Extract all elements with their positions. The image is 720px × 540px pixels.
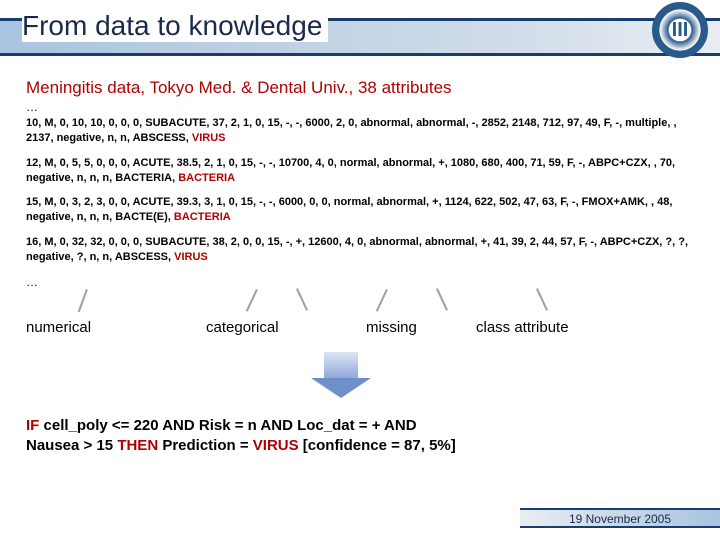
tick-line bbox=[246, 289, 258, 312]
data-row: 15, M, 0, 3, 2, 3, 0, 0, ACUTE, 39.3, 3,… bbox=[26, 195, 694, 225]
data-row: 12, M, 0, 5, 5, 0, 0, 0, ACUTE, 38.5, 2,… bbox=[26, 156, 694, 186]
rule-text: IF cell_poly <= 220 AND Risk = n AND Loc… bbox=[26, 416, 694, 457]
tick-line bbox=[78, 289, 88, 312]
row-highlight: VIRUS bbox=[174, 251, 208, 263]
ellipsis-bottom: … bbox=[26, 275, 694, 289]
arrow-down-icon bbox=[310, 352, 372, 398]
logo-icon: III bbox=[652, 2, 708, 58]
rule-body1: cell_poly <= 220 AND Risk = n AND Loc_da… bbox=[39, 417, 416, 434]
header: From data to knowledge III bbox=[0, 0, 720, 62]
legend-missing: missing bbox=[366, 319, 417, 336]
row-text: 15, M, 0, 3, 2, 3, 0, 0, ACUTE, 39.3, 3,… bbox=[26, 196, 672, 223]
rule-value: VIRUS bbox=[253, 437, 299, 454]
ellipsis-top: … bbox=[26, 100, 694, 114]
row-text: 12, M, 0, 5, 5, 0, 0, 0, ACUTE, 38.5, 2,… bbox=[26, 157, 675, 184]
legend-numerical: numerical bbox=[26, 319, 91, 336]
row-highlight: VIRUS bbox=[192, 132, 226, 144]
data-row: 16, M, 0, 32, 32, 0, 0, 0, SUBACUTE, 38,… bbox=[26, 235, 694, 265]
tick-line bbox=[296, 288, 308, 311]
legend-row: numerical categorical missing class attr… bbox=[26, 295, 694, 355]
rule-if: IF bbox=[26, 417, 39, 434]
rule-body2b: Prediction = bbox=[158, 437, 253, 454]
footer-date: 19 November 2005 bbox=[520, 508, 720, 528]
row-highlight: BACTERIA bbox=[174, 211, 231, 223]
row-text: 10, M, 0, 10, 10, 0, 0, 0, SUBACUTE, 37,… bbox=[26, 117, 677, 144]
data-row: 10, M, 0, 10, 10, 0, 0, 0, SUBACUTE, 37,… bbox=[26, 116, 694, 146]
tick-line bbox=[436, 288, 448, 311]
legend-categorical: categorical bbox=[206, 319, 279, 336]
rule-body2a: Nausea > 15 bbox=[26, 437, 117, 454]
tick-line bbox=[376, 289, 388, 312]
tick-line bbox=[536, 288, 548, 311]
row-highlight: BACTERIA bbox=[178, 172, 235, 184]
subtitle: Meningitis data, Tokyo Med. & Dental Uni… bbox=[26, 78, 694, 98]
page-title: From data to knowledge bbox=[22, 10, 328, 42]
row-text: 16, M, 0, 32, 32, 0, 0, 0, SUBACUTE, 38,… bbox=[26, 236, 688, 263]
rule-then: THEN bbox=[117, 437, 158, 454]
rule-tail: [confidence = 87, 5%] bbox=[299, 437, 456, 454]
legend-class: class attribute bbox=[476, 319, 569, 336]
content: Meningitis data, Tokyo Med. & Dental Uni… bbox=[0, 62, 720, 355]
